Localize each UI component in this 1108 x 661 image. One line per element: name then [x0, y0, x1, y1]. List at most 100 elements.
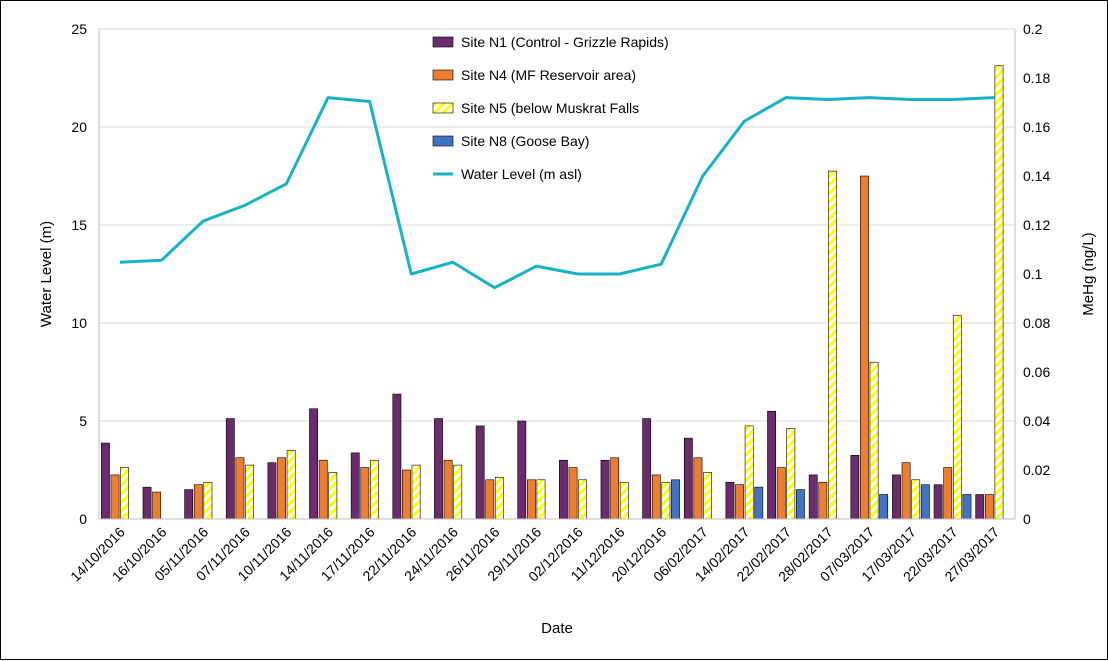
bar [434, 418, 443, 520]
bar [184, 489, 194, 520]
bar [559, 459, 568, 520]
bar [994, 65, 1004, 520]
bar [828, 170, 837, 520]
legend-label: Site N1 (Control - Grizzle Rapids) [461, 34, 669, 50]
bar [578, 479, 588, 520]
y2-tick-label: 0.16 [1023, 119, 1050, 135]
bar [933, 484, 943, 520]
bar [193, 484, 203, 520]
bar [725, 481, 735, 520]
bar [901, 462, 911, 520]
bar [767, 410, 776, 520]
y2-tick-label: 0.08 [1023, 315, 1050, 331]
bar [818, 481, 828, 520]
bar [776, 467, 786, 520]
legend-label: Water Level (m asl) [461, 166, 582, 182]
bar [642, 418, 652, 520]
bar [267, 462, 277, 520]
bar [568, 467, 578, 520]
bar [795, 489, 805, 520]
bar [661, 481, 671, 520]
bar [952, 315, 962, 520]
y-axis-title: Water Level (m) [38, 221, 55, 327]
y2-tick-label: 0.1 [1023, 266, 1043, 282]
bar [309, 408, 318, 520]
bar [402, 469, 411, 520]
bar [850, 454, 860, 520]
bar [920, 484, 930, 520]
bar [735, 484, 744, 520]
bar [975, 494, 985, 520]
bar [703, 472, 712, 520]
bar [754, 486, 764, 520]
bar [683, 437, 693, 520]
legend-label: Site N4 (MF Reservoir area) [461, 67, 636, 83]
legend-swatch [432, 36, 454, 48]
bar [879, 494, 889, 520]
y2-axis-title: MeHg (ng/L) [1080, 232, 1097, 315]
y2-tick-label: 0.2 [1023, 21, 1043, 37]
bar [225, 418, 235, 520]
bar [328, 472, 338, 520]
y2-tick-label: 0.12 [1023, 217, 1050, 233]
bar [120, 467, 130, 520]
bar [475, 425, 485, 520]
x-axis-title: Date [541, 620, 573, 637]
y-tick-label: 10 [71, 315, 87, 331]
bar [517, 420, 527, 520]
y2-tick-label: 0.04 [1023, 413, 1050, 429]
bars [101, 65, 1004, 520]
bar [962, 494, 972, 520]
bar [245, 464, 254, 520]
bar [610, 457, 620, 520]
bar [453, 464, 463, 520]
bar [485, 479, 495, 520]
bar [203, 481, 213, 520]
y2-tick-label: 0.06 [1023, 364, 1050, 380]
bar [370, 459, 379, 520]
bar [600, 459, 610, 520]
y2-tick-label: 0.14 [1023, 168, 1050, 184]
bar [984, 494, 994, 520]
bar [943, 467, 953, 520]
bar [152, 491, 162, 520]
legend-swatch [432, 69, 454, 81]
y2-tick-label: 0 [1023, 511, 1031, 527]
bar [142, 486, 152, 520]
bar [318, 459, 328, 520]
bar [671, 479, 680, 520]
bar [619, 481, 629, 520]
bar [443, 459, 453, 520]
bar [110, 474, 120, 520]
bar [277, 457, 286, 520]
y2-tick-label: 0.02 [1023, 462, 1050, 478]
bar [808, 474, 818, 520]
legend: Site N1 (Control - Grizzle Rapids) Site N… [432, 34, 669, 182]
water-level-line [119, 96, 995, 290]
y2-tick-label: 0.18 [1023, 70, 1050, 86]
bar [235, 457, 245, 520]
legend-label: Site N8 (Goose Bay) [461, 133, 589, 149]
bar [911, 479, 921, 520]
y-tick-label: 0 [79, 511, 87, 527]
bar [392, 393, 402, 520]
bar [101, 442, 110, 520]
bar [869, 361, 879, 520]
bar [494, 477, 504, 520]
y-tick-label: 20 [71, 119, 87, 135]
bar [526, 479, 536, 520]
bar [536, 479, 546, 520]
bar [786, 428, 796, 520]
y-tick-label: 5 [79, 413, 87, 429]
bar [411, 464, 421, 520]
series-line [119, 96, 995, 290]
bar [350, 452, 360, 520]
legend-swatch [432, 102, 454, 114]
bar [651, 474, 661, 520]
y-tick-label: 25 [71, 21, 87, 37]
bar [892, 474, 901, 520]
bar [860, 175, 869, 520]
bar [286, 450, 296, 520]
y-tick-label: 15 [71, 217, 87, 233]
